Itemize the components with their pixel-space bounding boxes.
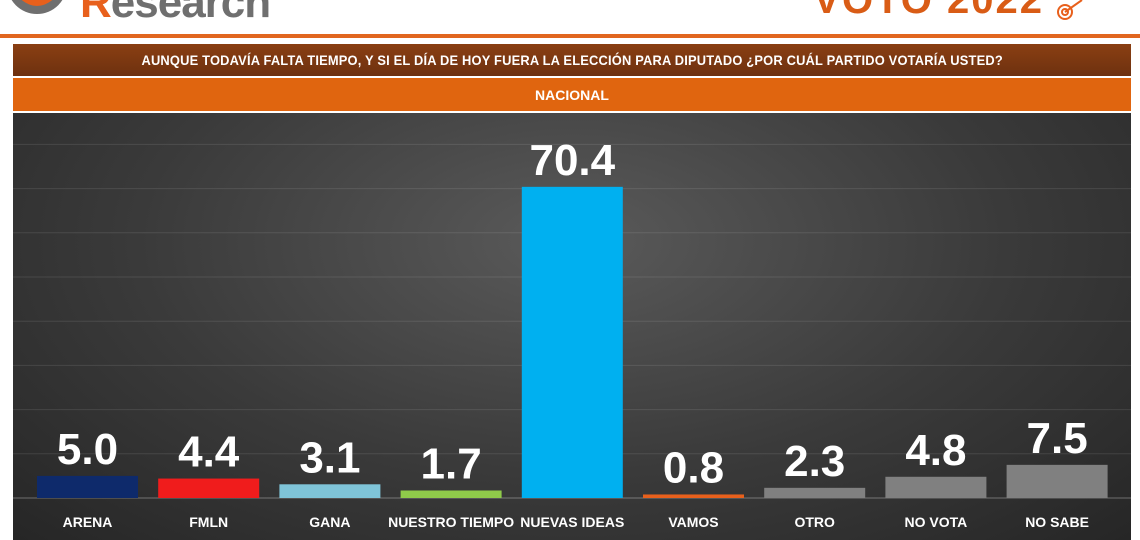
data-label: 0.8 bbox=[663, 443, 724, 492]
category-label: OTRO bbox=[794, 514, 835, 530]
bar-gana bbox=[279, 484, 381, 498]
bar-nuevas-ideas bbox=[521, 186, 623, 498]
research-logo-icon bbox=[11, 0, 63, 14]
category-label: NUEVAS IDEAS bbox=[520, 514, 624, 530]
chart-title-bar: AUNQUE TODAVÍA FALTA TIEMPO, Y SI EL DÍA… bbox=[13, 44, 1131, 76]
header-divider bbox=[0, 34, 1140, 38]
data-label: 4.4 bbox=[178, 428, 240, 477]
target-icon bbox=[1057, 0, 1083, 20]
category-label: NO VOTA bbox=[905, 514, 968, 530]
bar-otro bbox=[764, 487, 866, 498]
category-label: GANA bbox=[309, 514, 350, 530]
chart-title: AUNQUE TODAVÍA FALTA TIEMPO, Y SI EL DÍA… bbox=[141, 52, 1003, 68]
bar-no-vota bbox=[885, 476, 987, 498]
data-label: 2.3 bbox=[784, 437, 845, 486]
bar-fmln bbox=[158, 478, 260, 498]
bar-no-sabe bbox=[1006, 464, 1108, 498]
data-label: 70.4 bbox=[529, 136, 615, 185]
category-label: VAMOS bbox=[668, 514, 718, 530]
data-label: 4.8 bbox=[905, 426, 966, 475]
header: Research VOTO 2022 bbox=[0, 0, 1140, 38]
category-label: ARENA bbox=[63, 514, 113, 530]
bar-vamos bbox=[643, 494, 744, 498]
data-label: 3.1 bbox=[299, 433, 360, 482]
category-label: NO SABE bbox=[1025, 514, 1089, 530]
category-label: NUESTRO TIEMPO bbox=[388, 514, 514, 530]
bar-arena bbox=[37, 475, 138, 498]
bar-chart: 5.0 ARENA 4.4 FMLN 3.1 GANA 1.7 NUESTRO TIEMPO 7… bbox=[13, 136, 1131, 530]
chart-subtitle-bar: NACIONAL bbox=[13, 78, 1131, 111]
data-label: 7.5 bbox=[1027, 414, 1088, 463]
chart-subtitle: NACIONAL bbox=[535, 86, 609, 103]
category-label: FMLN bbox=[189, 514, 228, 530]
plot-area: 5.0 ARENA 4.4 FMLN 3.1 GANA 1.7 NUESTRO TIEMPO 7… bbox=[13, 113, 1131, 540]
bar-nuestro-tiempo bbox=[400, 490, 502, 498]
data-label: 1.7 bbox=[421, 439, 482, 488]
logo-text: Research bbox=[80, 0, 271, 27]
brand-voto-2022: VOTO 2022 bbox=[813, 0, 1044, 22]
data-label: 5.0 bbox=[57, 425, 118, 474]
